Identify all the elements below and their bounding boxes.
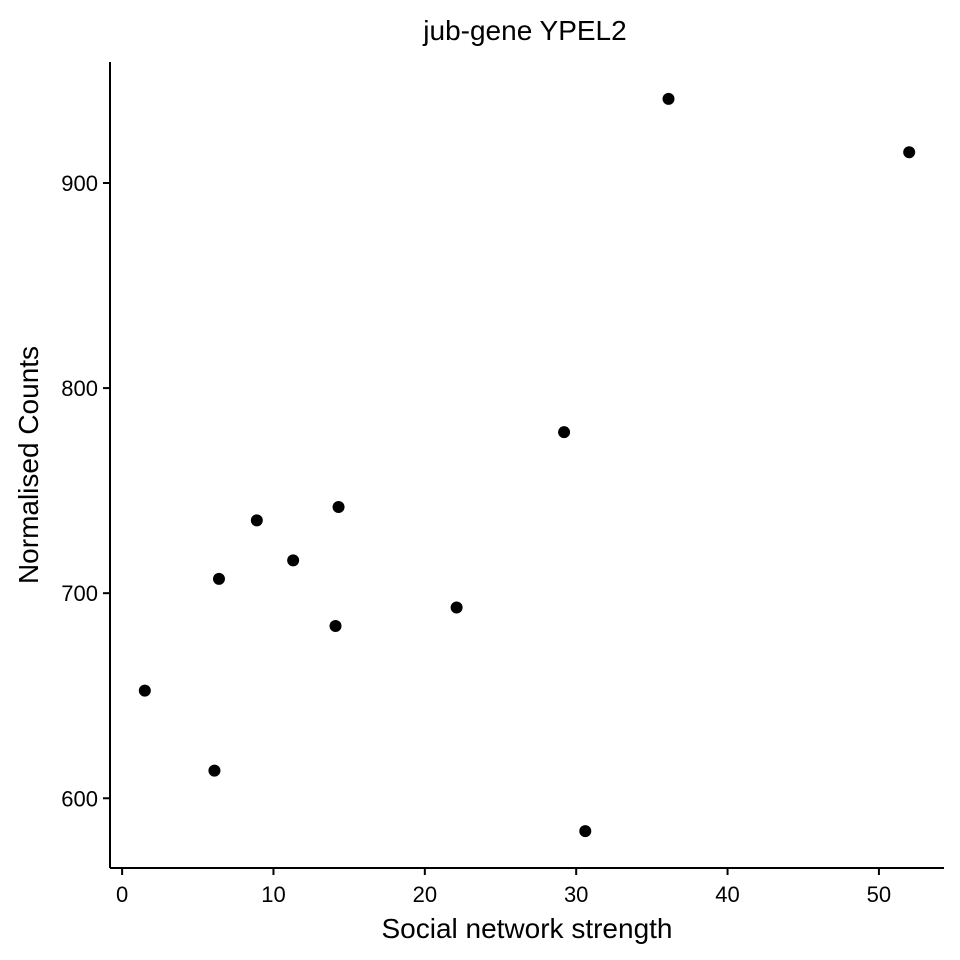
data-point: [208, 764, 221, 777]
x-axis-label: Social network strength: [381, 913, 672, 944]
data-point: [450, 601, 463, 614]
chart-title: jub-gene YPEL2: [422, 15, 626, 46]
y-tick-label: 600: [61, 786, 98, 811]
x-tick-label: 20: [413, 882, 437, 907]
y-tick-label: 900: [61, 171, 98, 196]
data-point: [662, 92, 675, 105]
data-point: [332, 501, 345, 514]
data-point: [329, 619, 342, 632]
data-point: [138, 684, 151, 697]
data-point: [287, 554, 300, 567]
data-point: [250, 514, 263, 527]
x-tick-label: 40: [715, 882, 739, 907]
data-point: [579, 825, 592, 838]
x-tick-label: 0: [116, 882, 128, 907]
x-tick-label: 50: [867, 882, 891, 907]
x-tick-label: 30: [564, 882, 588, 907]
x-tick-label: 10: [261, 882, 285, 907]
y-tick-label: 700: [61, 581, 98, 606]
data-point: [558, 426, 571, 439]
data-point: [903, 146, 916, 159]
data-point: [212, 572, 225, 585]
x-axis-ticks: 0 10 20 30 40 50: [116, 868, 891, 907]
y-tick-label: 800: [61, 376, 98, 401]
data-points: [138, 92, 916, 838]
y-axis-ticks: 600 700 800 900: [61, 171, 110, 811]
y-axis-label: Normalised Counts: [13, 346, 44, 584]
